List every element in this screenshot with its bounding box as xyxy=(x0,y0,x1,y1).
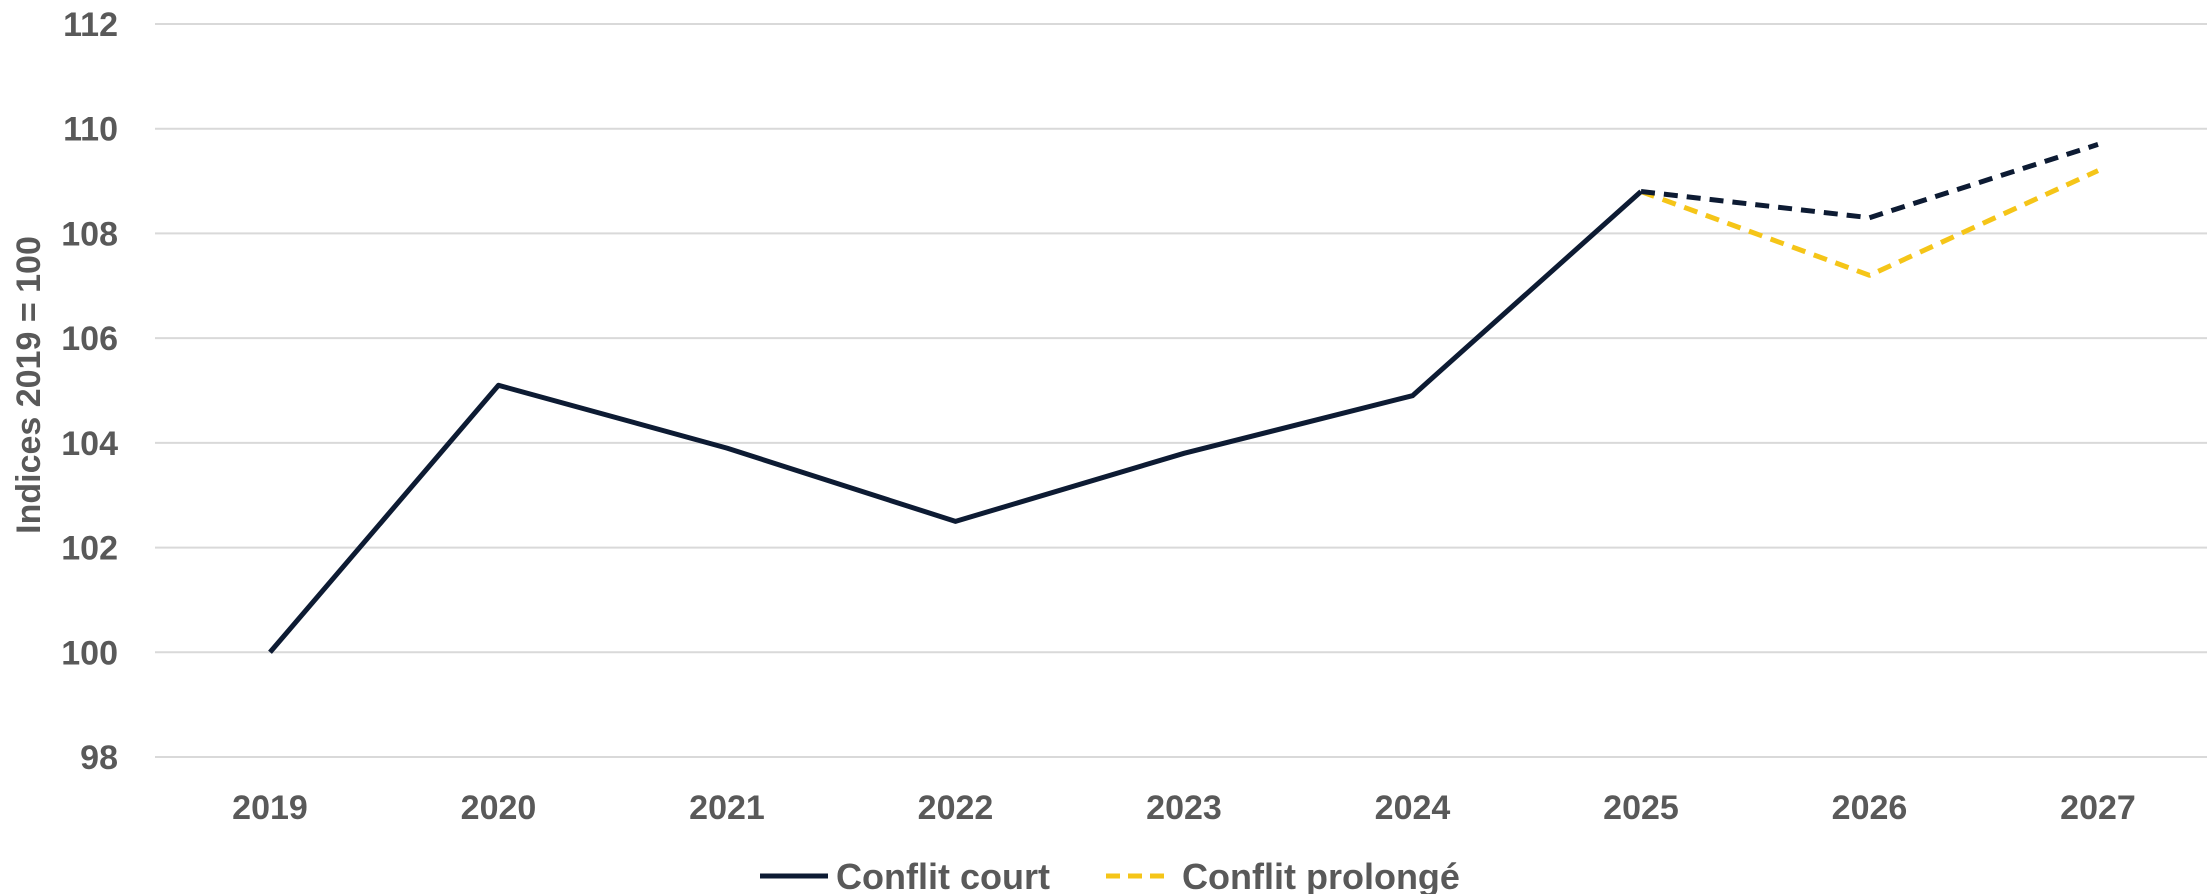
legend-item-conflit-prolonge: Conflit prolongé xyxy=(1106,856,1460,894)
x-tick-label-2021: 2021 xyxy=(689,789,765,827)
y-tick-label-112: 112 xyxy=(63,6,118,44)
y-tick-label-98: 98 xyxy=(80,739,118,777)
x-tick-label-2020: 2020 xyxy=(461,789,537,827)
legend-label-conflit-court: Conflit court xyxy=(836,856,1050,894)
y-tick-label-100: 100 xyxy=(61,634,118,672)
y-axis-label: Indices 2019 = 100 xyxy=(10,236,48,534)
x-axis-ticks: 2019 2020 2021 2022 2023 2024 2025 2026 2027 xyxy=(232,789,2136,827)
y-tick-label-108: 108 xyxy=(61,215,118,253)
legend-label-conflit-prolonge: Conflit prolongé xyxy=(1182,856,1460,894)
y-axis-ticks: 98 100 102 104 106 108 110 112 xyxy=(61,6,118,777)
y-tick-label-102: 102 xyxy=(61,530,118,568)
x-tick-label-2022: 2022 xyxy=(918,789,994,827)
x-tick-label-2026: 2026 xyxy=(1832,789,1908,827)
series-line-conflit-court-projection xyxy=(1640,142,2099,221)
x-tick-label-2024: 2024 xyxy=(1375,789,1451,827)
series-line-conflit-court-historical xyxy=(268,189,1643,654)
gridlines xyxy=(155,23,2207,758)
y-tick-label-104: 104 xyxy=(61,425,118,463)
series-line-conflit-prolonge xyxy=(1640,168,2100,278)
y-tick-label-110: 110 xyxy=(63,111,118,149)
x-tick-label-2019: 2019 xyxy=(232,789,308,827)
series-lines xyxy=(268,142,2100,654)
y-tick-label-106: 106 xyxy=(61,320,118,358)
legend: Conflit court Conflit prolongé xyxy=(760,856,1460,894)
x-tick-label-2025: 2025 xyxy=(1603,789,1679,827)
x-tick-label-2027: 2027 xyxy=(2060,789,2136,827)
x-tick-label-2023: 2023 xyxy=(1146,789,1222,827)
legend-item-conflit-court: Conflit court xyxy=(760,856,1050,894)
